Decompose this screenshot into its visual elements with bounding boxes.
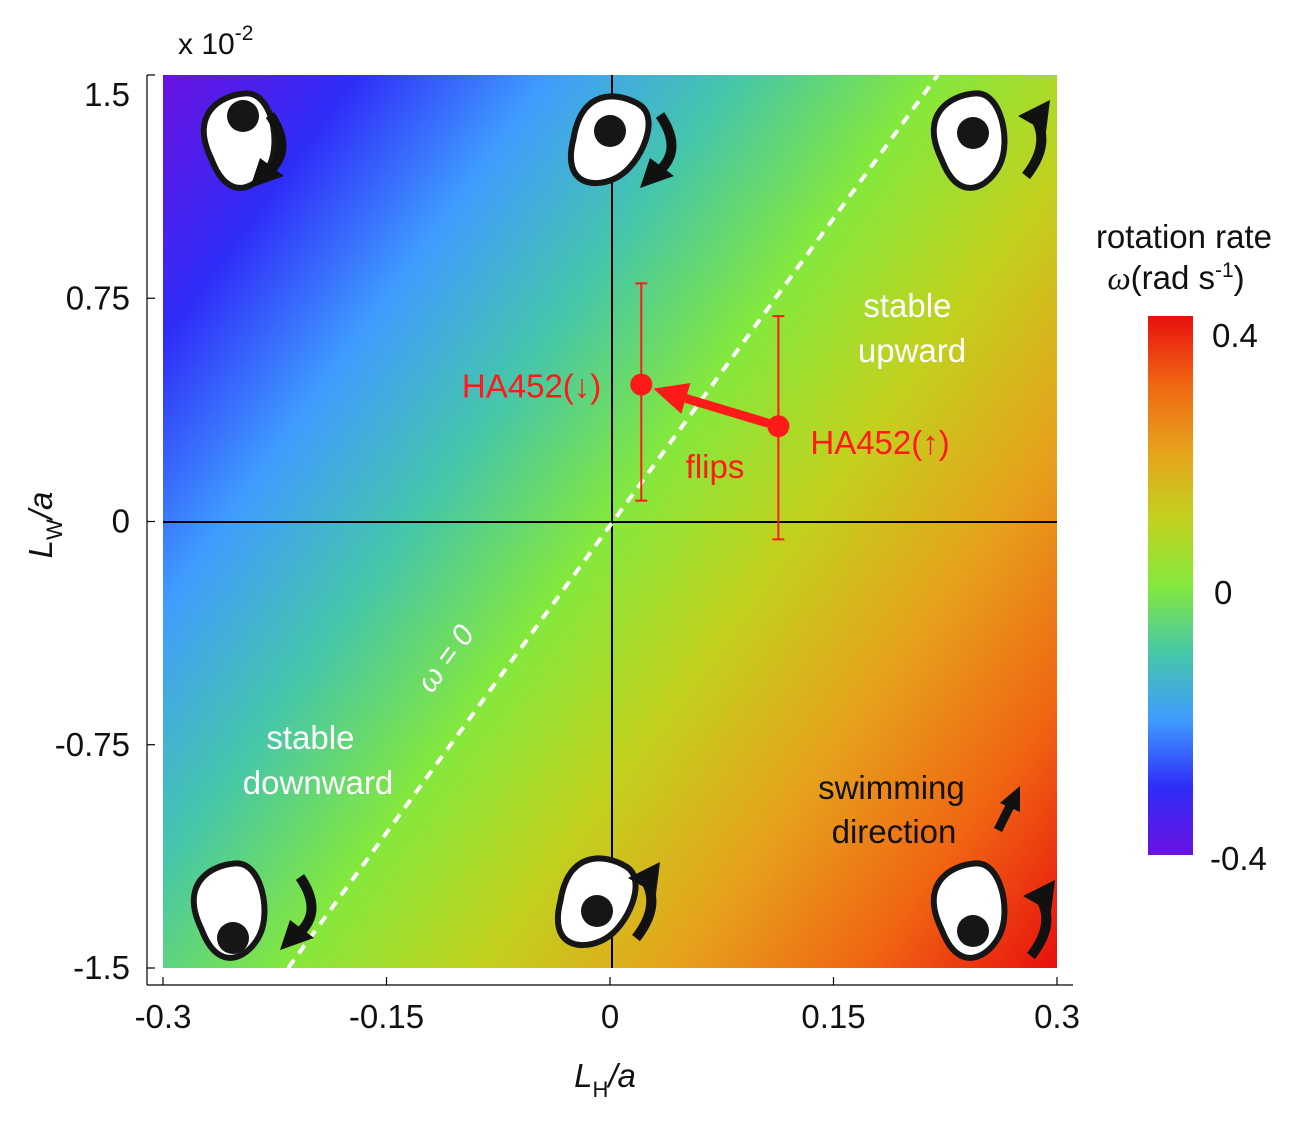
eyespot xyxy=(957,117,989,149)
clockwise-arrow-icon xyxy=(280,874,317,950)
data-points: HA452(↓) HA452(↑) xyxy=(462,282,950,541)
cell-icon xyxy=(555,855,660,948)
colorbar-unit: ω(rad s-1) xyxy=(1107,259,1244,297)
clockwise-arrow-icon xyxy=(250,112,287,188)
eyespot xyxy=(594,115,626,147)
flips-label: flips xyxy=(686,448,745,485)
colorbar-tick-label: 0.4 xyxy=(1212,317,1258,354)
colorbar: rotation rate ω(rad s-1) 0.4 0 -0.4 xyxy=(1096,218,1272,877)
eyespot xyxy=(217,922,249,954)
y-tick-label: 1.5 xyxy=(84,76,130,113)
y-tick-label: 0 xyxy=(112,503,130,540)
arrow-head xyxy=(280,920,314,950)
cell-icon xyxy=(568,93,677,188)
y-multiplier: x 10-2 xyxy=(178,22,253,61)
x-tick-label: -0.15 xyxy=(349,998,424,1035)
stable-upward-label: stable upward xyxy=(858,287,966,369)
arrow-head xyxy=(1023,880,1055,912)
y-tick-label: -1.5 xyxy=(73,949,130,986)
data-point xyxy=(767,415,790,438)
omega-zero-dashed-line xyxy=(286,75,940,968)
clockwise-arrow-icon xyxy=(640,112,677,188)
counterclockwise-arrow-icon xyxy=(1023,880,1055,960)
x-axis-label: LH/a xyxy=(574,1057,636,1102)
x-tick-label: -0.3 xyxy=(135,998,192,1035)
eyespot xyxy=(581,895,613,927)
colorbar-title: rotation rate xyxy=(1096,218,1272,255)
arrow-head xyxy=(628,862,660,894)
data-point xyxy=(630,373,653,396)
colorbar-tick-label: 0 xyxy=(1214,574,1232,611)
y-tick-label: 0.75 xyxy=(66,279,130,316)
data-point-label: HA452(↑) xyxy=(810,424,949,461)
data-point-group: HA452(↑) xyxy=(767,315,950,541)
eyespot xyxy=(957,915,989,947)
eyespot xyxy=(227,100,259,132)
data-point-group: HA452(↓) xyxy=(462,282,653,502)
x-tick-label: 0.3 xyxy=(1034,998,1080,1035)
tick-labels: -0.3 -0.15 0 0.15 0.3 1.5 0.75 0 -0.75 -1.5 xyxy=(55,76,1080,1035)
cell-icon xyxy=(930,860,1055,961)
cell-icons xyxy=(190,90,1055,961)
arrow-head xyxy=(1018,100,1050,132)
y-tick-label: -0.75 xyxy=(55,726,130,763)
y-axis-label: LW/a xyxy=(22,492,67,559)
x-tick-label: 0.15 xyxy=(801,998,865,1035)
axis-ticks xyxy=(147,74,1058,985)
cell-icon xyxy=(930,90,1050,191)
arrow-head xyxy=(250,158,284,188)
counterclockwise-arrow-icon xyxy=(1018,100,1050,180)
swimming-direction-label: swimming direction xyxy=(818,769,974,850)
swimming-direction-arrow-icon xyxy=(993,786,1020,833)
data-point-label: HA452(↓) xyxy=(462,368,601,405)
flip-arrow xyxy=(653,383,770,428)
colorbar-gradient xyxy=(1148,316,1193,855)
cell-icon xyxy=(190,860,317,961)
arrow-head xyxy=(640,158,674,188)
colorbar-tick-label: -0.4 xyxy=(1210,840,1267,877)
stable-downward-label: stable downward xyxy=(243,719,393,801)
counterclockwise-arrow-icon xyxy=(628,862,660,942)
cell-icon xyxy=(200,90,287,191)
x-tick-label: 0 xyxy=(601,998,619,1035)
